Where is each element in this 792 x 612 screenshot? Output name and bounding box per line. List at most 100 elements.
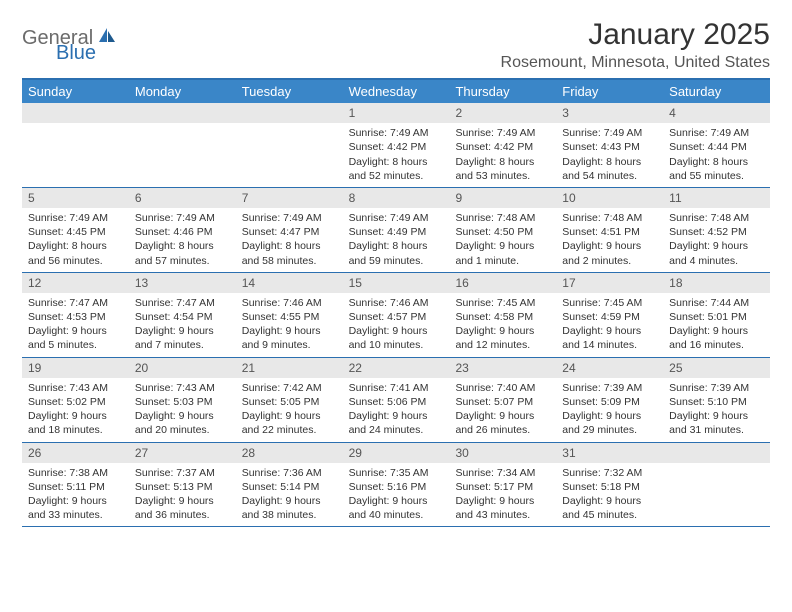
daylight1-text: Daylight: 9 hours (28, 324, 123, 338)
daylight2-text: and 5 minutes. (28, 338, 123, 352)
day-number: 3 (556, 103, 663, 123)
daylight1-text: Daylight: 8 hours (349, 239, 444, 253)
sunset-text: Sunset: 5:05 PM (242, 395, 337, 409)
sunrise-text: Sunrise: 7:48 AM (669, 211, 764, 225)
day-cell: 28Sunrise: 7:36 AMSunset: 5:14 PMDayligh… (236, 443, 343, 527)
day-details: Sunrise: 7:36 AMSunset: 5:14 PMDaylight:… (236, 463, 343, 527)
sunset-text: Sunset: 4:52 PM (669, 225, 764, 239)
day-number: 18 (663, 273, 770, 293)
sunrise-text: Sunrise: 7:41 AM (349, 381, 444, 395)
day-cell: 12Sunrise: 7:47 AMSunset: 4:53 PMDayligh… (22, 273, 129, 357)
empty-daynum-bar (236, 103, 343, 123)
sunrise-text: Sunrise: 7:40 AM (455, 381, 550, 395)
daylight1-text: Daylight: 9 hours (455, 324, 550, 338)
daylight1-text: Daylight: 9 hours (135, 494, 230, 508)
day-details: Sunrise: 7:49 AMSunset: 4:44 PMDaylight:… (663, 123, 770, 187)
day-details: Sunrise: 7:43 AMSunset: 5:02 PMDaylight:… (22, 378, 129, 442)
day-number: 4 (663, 103, 770, 123)
day-number: 23 (449, 358, 556, 378)
day-details: Sunrise: 7:49 AMSunset: 4:42 PMDaylight:… (343, 123, 450, 187)
day-cell: 24Sunrise: 7:39 AMSunset: 5:09 PMDayligh… (556, 358, 663, 442)
sunrise-text: Sunrise: 7:48 AM (562, 211, 657, 225)
empty-cell (129, 103, 236, 187)
sunrise-text: Sunrise: 7:43 AM (28, 381, 123, 395)
daylight1-text: Daylight: 8 hours (242, 239, 337, 253)
sunset-text: Sunset: 4:55 PM (242, 310, 337, 324)
empty-cell (22, 103, 129, 187)
sunset-text: Sunset: 4:57 PM (349, 310, 444, 324)
daylight1-text: Daylight: 8 hours (349, 155, 444, 169)
daylight1-text: Daylight: 9 hours (242, 409, 337, 423)
day-details: Sunrise: 7:48 AMSunset: 4:52 PMDaylight:… (663, 208, 770, 272)
day-details: Sunrise: 7:46 AMSunset: 4:57 PMDaylight:… (343, 293, 450, 357)
sunrise-text: Sunrise: 7:39 AM (669, 381, 764, 395)
day-cell: 9Sunrise: 7:48 AMSunset: 4:50 PMDaylight… (449, 188, 556, 272)
day-number: 25 (663, 358, 770, 378)
day-number: 30 (449, 443, 556, 463)
week-row: 19Sunrise: 7:43 AMSunset: 5:02 PMDayligh… (22, 358, 770, 443)
daylight2-text: and 9 minutes. (242, 338, 337, 352)
day-number: 2 (449, 103, 556, 123)
logo-sail-icon (97, 26, 117, 51)
daylight2-text: and 29 minutes. (562, 423, 657, 437)
day-cell: 14Sunrise: 7:46 AMSunset: 4:55 PMDayligh… (236, 273, 343, 357)
day-cell: 16Sunrise: 7:45 AMSunset: 4:58 PMDayligh… (449, 273, 556, 357)
sunset-text: Sunset: 4:42 PM (455, 140, 550, 154)
day-number: 16 (449, 273, 556, 293)
daylight1-text: Daylight: 8 hours (28, 239, 123, 253)
day-details: Sunrise: 7:38 AMSunset: 5:11 PMDaylight:… (22, 463, 129, 527)
daylight2-text: and 36 minutes. (135, 508, 230, 522)
sunset-text: Sunset: 4:45 PM (28, 225, 123, 239)
day-details: Sunrise: 7:48 AMSunset: 4:50 PMDaylight:… (449, 208, 556, 272)
sunrise-text: Sunrise: 7:49 AM (349, 211, 444, 225)
day-details: Sunrise: 7:49 AMSunset: 4:43 PMDaylight:… (556, 123, 663, 187)
daylight2-text: and 18 minutes. (28, 423, 123, 437)
sunrise-text: Sunrise: 7:47 AM (135, 296, 230, 310)
daylight1-text: Daylight: 8 hours (455, 155, 550, 169)
day-details: Sunrise: 7:47 AMSunset: 4:53 PMDaylight:… (22, 293, 129, 357)
day-number: 6 (129, 188, 236, 208)
sunset-text: Sunset: 4:59 PM (562, 310, 657, 324)
day-number: 29 (343, 443, 450, 463)
day-number: 5 (22, 188, 129, 208)
daylight2-text: and 45 minutes. (562, 508, 657, 522)
sunset-text: Sunset: 4:42 PM (349, 140, 444, 154)
day-cell: 5Sunrise: 7:49 AMSunset: 4:45 PMDaylight… (22, 188, 129, 272)
sunrise-text: Sunrise: 7:32 AM (562, 466, 657, 480)
day-cell: 8Sunrise: 7:49 AMSunset: 4:49 PMDaylight… (343, 188, 450, 272)
day-cell: 27Sunrise: 7:37 AMSunset: 5:13 PMDayligh… (129, 443, 236, 527)
sunrise-text: Sunrise: 7:35 AM (349, 466, 444, 480)
daylight1-text: Daylight: 8 hours (135, 239, 230, 253)
day-details: Sunrise: 7:44 AMSunset: 5:01 PMDaylight:… (663, 293, 770, 357)
day-cell: 21Sunrise: 7:42 AMSunset: 5:05 PMDayligh… (236, 358, 343, 442)
daylight2-text: and 54 minutes. (562, 169, 657, 183)
sunrise-text: Sunrise: 7:49 AM (669, 126, 764, 140)
daylight2-text: and 38 minutes. (242, 508, 337, 522)
empty-daynum-bar (129, 103, 236, 123)
daylight2-text: and 10 minutes. (349, 338, 444, 352)
day-cell: 15Sunrise: 7:46 AMSunset: 4:57 PMDayligh… (343, 273, 450, 357)
day-details: Sunrise: 7:48 AMSunset: 4:51 PMDaylight:… (556, 208, 663, 272)
daylight2-text: and 22 minutes. (242, 423, 337, 437)
sunset-text: Sunset: 5:13 PM (135, 480, 230, 494)
day-details: Sunrise: 7:39 AMSunset: 5:09 PMDaylight:… (556, 378, 663, 442)
day-cell: 6Sunrise: 7:49 AMSunset: 4:46 PMDaylight… (129, 188, 236, 272)
day-details: Sunrise: 7:49 AMSunset: 4:49 PMDaylight:… (343, 208, 450, 272)
daylight2-text: and 59 minutes. (349, 254, 444, 268)
sunrise-text: Sunrise: 7:49 AM (349, 126, 444, 140)
day-header-monday: Monday (129, 80, 236, 103)
daylight2-text: and 33 minutes. (28, 508, 123, 522)
sunset-text: Sunset: 5:16 PM (349, 480, 444, 494)
day-number: 10 (556, 188, 663, 208)
day-cell: 13Sunrise: 7:47 AMSunset: 4:54 PMDayligh… (129, 273, 236, 357)
sunset-text: Sunset: 5:11 PM (28, 480, 123, 494)
day-header-friday: Friday (556, 80, 663, 103)
sunrise-text: Sunrise: 7:38 AM (28, 466, 123, 480)
day-cell: 1Sunrise: 7:49 AMSunset: 4:42 PMDaylight… (343, 103, 450, 187)
daylight2-text: and 7 minutes. (135, 338, 230, 352)
day-details: Sunrise: 7:42 AMSunset: 5:05 PMDaylight:… (236, 378, 343, 442)
day-cell: 25Sunrise: 7:39 AMSunset: 5:10 PMDayligh… (663, 358, 770, 442)
day-details: Sunrise: 7:45 AMSunset: 4:59 PMDaylight:… (556, 293, 663, 357)
sunset-text: Sunset: 5:02 PM (28, 395, 123, 409)
daylight1-text: Daylight: 9 hours (349, 324, 444, 338)
